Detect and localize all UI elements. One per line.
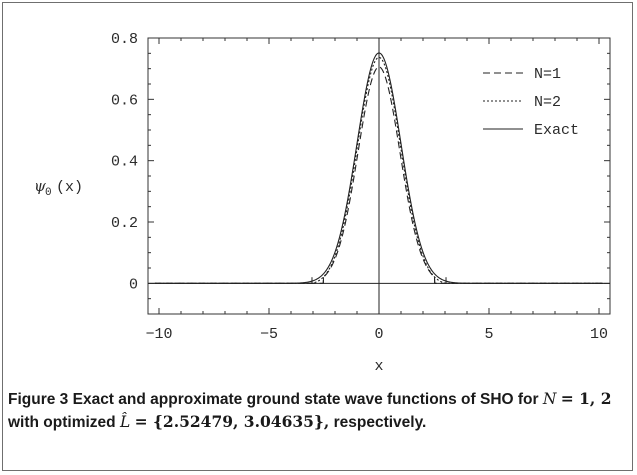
caption-text-3: respectively.: [333, 414, 427, 431]
legend: N=1 N=2 Exact: [483, 66, 579, 139]
x-tick-label: 10: [590, 326, 608, 343]
caption-n-symbol: N: [542, 390, 557, 408]
legend-label: N=2: [534, 94, 561, 111]
y-tick-label: 0.4: [111, 154, 138, 171]
svg-text:0: 0: [45, 187, 52, 199]
y-tick-label: 0.2: [111, 215, 138, 232]
caption-l-values: = {2.52479, 3.04635},: [134, 412, 330, 431]
axis-tick-labels: −10 −5 0 5 10 0 0.2 0.4 0.6 0.8: [111, 31, 608, 343]
chart: −10 −5 0 5 10 0 0.2 0.4 0.6 0.8 x ψ 0 (x) N=1 N=2 E…: [34, 31, 611, 375]
caption-text-2: with optimized: [8, 414, 116, 431]
y-tick-label: 0: [129, 276, 138, 293]
x-tick-label: −5: [260, 326, 278, 343]
series-line-exact: [154, 52, 604, 284]
caption-figure-label: Figure 3: [8, 391, 69, 408]
legend-label: N=1: [534, 66, 561, 83]
y-tick-label: 0.8: [111, 31, 138, 48]
legend-label: Exact: [534, 122, 579, 139]
x-tick-label: 0: [374, 326, 383, 343]
figure-caption: Figure 3 Exact and approximate ground st…: [8, 388, 623, 434]
caption-l-symbol: L̂: [119, 413, 131, 431]
caption-text-1: Exact and approximate ground state wave …: [72, 391, 539, 408]
svg-text:(x): (x): [56, 179, 83, 196]
y-tick-label: 0.6: [111, 92, 138, 109]
figure-frame: [2, 2, 633, 471]
curves: [154, 52, 604, 284]
x-axis-label: x: [374, 358, 383, 375]
x-tick-label: 5: [484, 326, 493, 343]
svg-text:ψ: ψ: [34, 177, 46, 195]
caption-n-values: = 1, 2: [560, 389, 612, 408]
x-tick-label: −10: [145, 326, 172, 343]
y-axis-label: ψ 0 (x): [34, 177, 83, 199]
